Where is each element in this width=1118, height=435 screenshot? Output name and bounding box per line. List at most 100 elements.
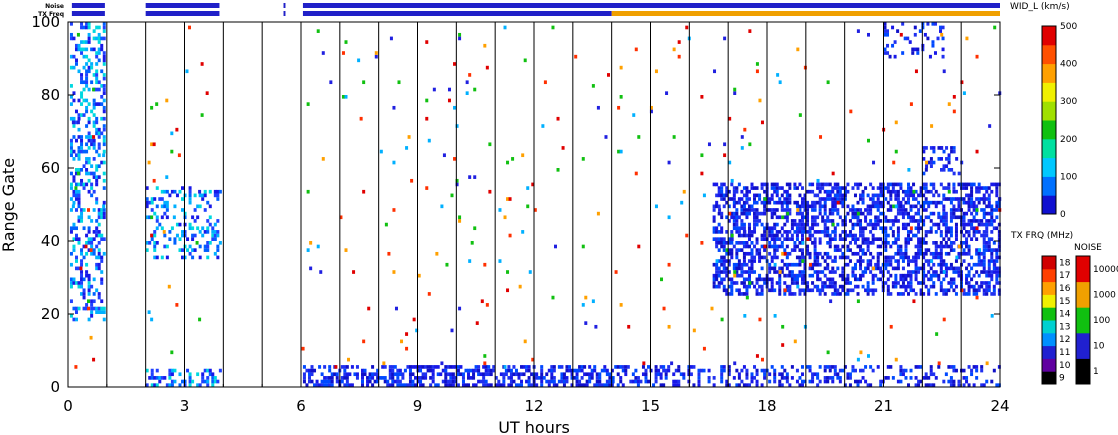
echo-point-2296: [866, 266, 870, 271]
echo-point-2124: [836, 248, 840, 252]
echo-point-574: [155, 368, 159, 373]
echo-point-1797: [785, 237, 789, 241]
echo-point-462: [173, 241, 177, 245]
echo-point-1302: [954, 368, 958, 373]
echo-point-344: [97, 36, 101, 41]
echo-point-2471: [894, 182, 898, 187]
echo-point-3249: [162, 230, 166, 234]
echo-point-520: [201, 197, 205, 201]
echo-point-2082: [828, 182, 832, 187]
echo-point-3355: [483, 361, 487, 366]
echo-point-488: [186, 248, 190, 252]
echo-point-841: [472, 383, 476, 387]
echo-point-2061: [826, 219, 830, 223]
echo-point-2547: [906, 259, 910, 263]
echo-point-3244: [150, 142, 154, 147]
echo-point-1600: [753, 219, 757, 223]
echo-point-729: [391, 376, 395, 380]
echo-point-1845: [793, 241, 797, 245]
echo-point-1923: [803, 200, 807, 205]
echo-point-2520: [901, 208, 905, 212]
echo-point-1618: [755, 215, 759, 220]
echo-point-3350: [473, 226, 477, 231]
echo-point-3127: [997, 230, 1001, 234]
echo-point-1396: [722, 266, 726, 271]
echo-point-484: [183, 222, 187, 227]
echo-point-2671: [924, 186, 928, 190]
echo-point-623: [302, 379, 306, 384]
echo-point-3: [69, 281, 73, 285]
echo-point-2493: [899, 292, 903, 296]
echo-point-874: [494, 376, 498, 380]
echo-point-75: [74, 58, 78, 63]
echo-point-258: [92, 237, 96, 241]
echo-point-249: [90, 65, 94, 70]
echo-point-2622: [917, 193, 921, 198]
echo-point-2449: [891, 233, 895, 238]
echo-point-3203: [921, 22, 925, 26]
echo-point-1487: [737, 292, 741, 296]
echo-point-3117: [997, 281, 1001, 285]
echo-point-1916: [803, 255, 807, 260]
echo-point-736: [396, 383, 400, 387]
echo-point-3105: [995, 248, 999, 252]
echo-point-2444: [891, 284, 895, 289]
echo-point-2618: [917, 219, 921, 223]
echo-point-3109: [995, 204, 999, 209]
echo-point-1318: [975, 368, 979, 373]
echo-point-2432: [889, 262, 893, 267]
echo-point-185: [85, 73, 89, 77]
echo-point-2673: [927, 292, 931, 296]
echo-point-1172: [783, 376, 787, 380]
echo-point-3400: [591, 299, 595, 304]
echo-point-2091: [831, 230, 835, 234]
echo-point-2809: [949, 233, 953, 238]
echo-point-146: [82, 244, 86, 249]
echo-point-1968: [811, 182, 815, 187]
echo-point-428: [153, 197, 157, 201]
echo-point-1609: [755, 288, 759, 293]
echo-point-2596: [914, 255, 918, 260]
echo-point-1932: [806, 230, 810, 234]
echo-point-2901: [965, 237, 969, 241]
echo-point-631: [307, 372, 311, 377]
echo-point-2028: [821, 204, 825, 209]
colorbar-1-tick-8: 17: [1059, 271, 1070, 281]
echo-point-3094: [992, 219, 996, 223]
echo-point-2830: [952, 189, 956, 194]
echo-point-97: [77, 146, 81, 150]
echo-point-1021: [608, 379, 612, 384]
echo-point-1642: [760, 244, 764, 249]
echo-point-2072: [828, 244, 832, 249]
echo-point-2135: [838, 292, 842, 296]
echo-point-410: [145, 200, 149, 205]
echo-point-2702: [932, 262, 936, 267]
echo-point-3095: [992, 208, 996, 212]
echo-point-3296: [374, 51, 378, 55]
echo-point-11: [69, 186, 73, 190]
echo-point-757: [408, 365, 412, 369]
echo-point-541: [211, 237, 215, 241]
echo-point-55: [74, 306, 78, 311]
echo-point-912: [525, 365, 529, 369]
echo-point-1202: [823, 379, 827, 384]
echo-point-3046: [987, 288, 991, 293]
echo-point-260: [92, 208, 96, 212]
echo-point-830: [461, 379, 465, 384]
echo-point-2421: [886, 255, 890, 260]
echo-point-1798: [785, 233, 789, 238]
echo-point-603: [198, 383, 202, 387]
echo-point-1625: [758, 284, 762, 289]
echo-point-3505: [798, 113, 802, 117]
echo-point-786: [429, 365, 433, 369]
echo-point-3496: [781, 251, 785, 256]
echo-point-1342: [712, 182, 716, 187]
echo-point-806: [446, 383, 450, 387]
echo-point-1857: [795, 244, 799, 249]
echo-point-2720: [934, 230, 938, 234]
echo-point-837: [467, 372, 471, 377]
echo-point-1292: [947, 379, 951, 384]
echo-point-178: [85, 124, 89, 128]
echo-point-1120: [722, 368, 726, 373]
echo-point-3537: [894, 204, 898, 209]
